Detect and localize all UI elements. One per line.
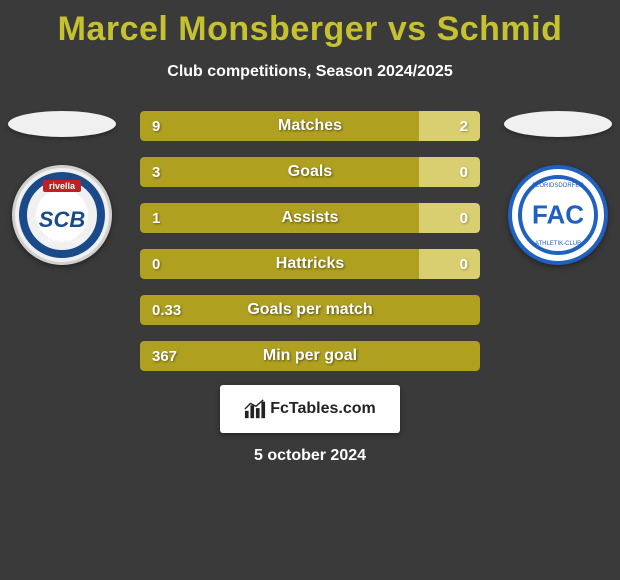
left-player-silhouette: [8, 111, 116, 137]
stat-right-value: 2: [419, 111, 480, 141]
watermark: FcTables.com: [220, 385, 400, 433]
stat-left-value: 367: [140, 341, 480, 371]
left-club-subtext: ELLA SC BREG: [40, 238, 83, 244]
left-club-badge: rivella SCB ELLA SC BREG: [12, 165, 112, 265]
stat-row: 30Goals: [140, 157, 480, 187]
page-title: Marcel Monsberger vs Schmid: [0, 0, 620, 49]
stat-left-value: 9: [140, 111, 419, 141]
left-player-column: rivella SCB ELLA SC BREG: [8, 111, 116, 265]
stat-row: 00Hattricks: [140, 249, 480, 279]
stat-right-value: 0: [419, 249, 480, 279]
stat-left-value: 3: [140, 157, 419, 187]
left-club-code: SCB: [39, 207, 85, 233]
right-club-code: FAC: [532, 200, 584, 231]
right-club-badge: FLORIDSDORFER FAC ATHLETIK-CLUB: [508, 165, 608, 265]
comparison-content: rivella SCB ELLA SC BREG FLORIDSDORFER F…: [0, 111, 620, 371]
stat-right-value: 0: [419, 157, 480, 187]
stat-row: 0.33Goals per match: [140, 295, 480, 325]
right-club-bot-text: ATHLETIK-CLUB: [535, 241, 581, 247]
stat-row: 10Assists: [140, 203, 480, 233]
stat-row: 367Min per goal: [140, 341, 480, 371]
stat-bars: 92Matches 30Goals 10Assists 00Hattricks 0.33…: [140, 111, 480, 371]
stat-left-value: 0: [140, 249, 419, 279]
stat-left-value: 0.33: [140, 295, 480, 325]
infographic-date: 5 october 2024: [0, 447, 620, 465]
stat-row: 92Matches: [140, 111, 480, 141]
stat-left-value: 1: [140, 203, 419, 233]
right-club-top-text: FLORIDSDORFER: [532, 183, 583, 189]
left-club-tag: rivella: [43, 180, 81, 192]
subtitle: Club competitions, Season 2024/2025: [0, 63, 620, 81]
stat-right-value: 0: [419, 203, 480, 233]
right-player-silhouette: [504, 111, 612, 137]
chart-icon: [244, 399, 266, 419]
watermark-text: FcTables.com: [270, 400, 376, 418]
right-player-column: FLORIDSDORFER FAC ATHLETIK-CLUB: [504, 111, 612, 265]
